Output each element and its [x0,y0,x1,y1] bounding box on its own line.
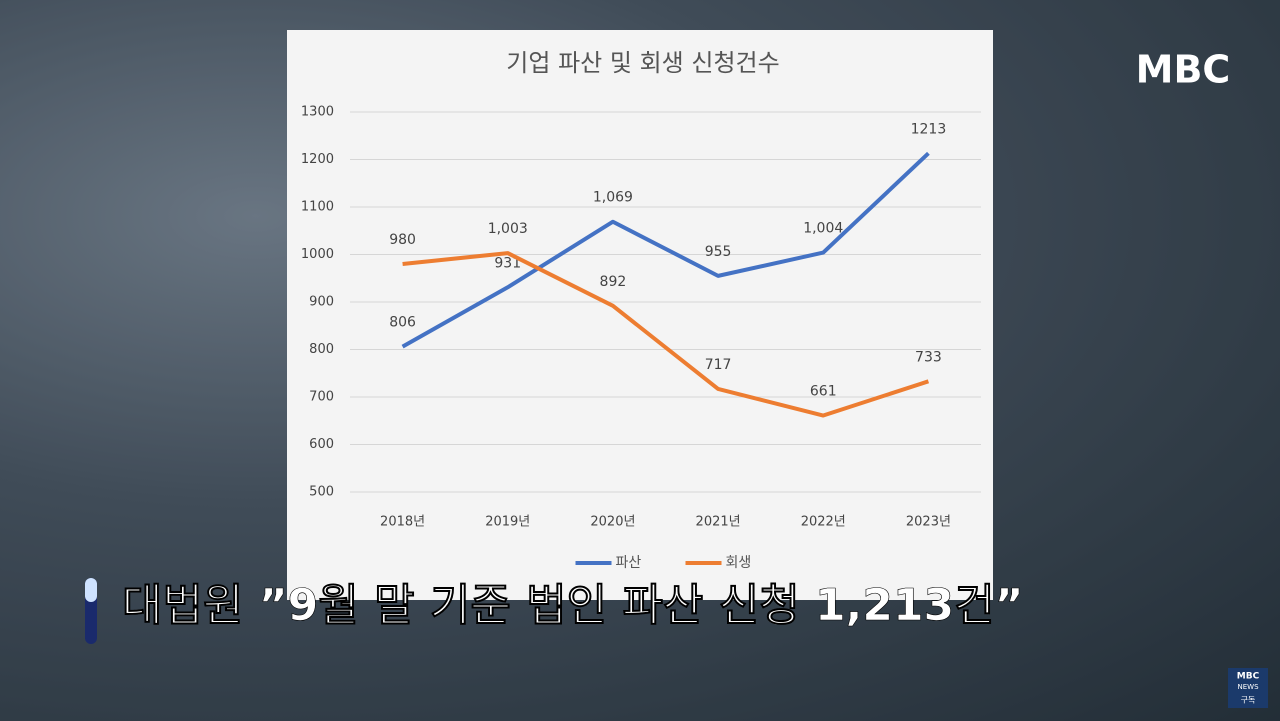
data-label: 980 [389,232,416,248]
y-tick-label: 700 [309,390,334,405]
legend-label: 파산 [616,555,642,571]
data-label: 806 [389,315,416,331]
y-tick-label: 1200 [301,152,334,167]
caption-bar-top [85,578,97,602]
badge-middle: NEWS [1237,683,1259,691]
data-label: 955 [705,244,732,260]
y-tick-label: 800 [309,342,334,357]
data-label: 1213 [911,121,947,137]
badge[interactable] [1228,668,1268,708]
legend-label: 회생 [726,555,752,571]
badge-top: MBC [1237,672,1260,682]
data-label: 733 [915,349,942,365]
data-label: 661 [810,384,837,400]
line [402,251,930,418]
y-tick-label: 1100 [301,200,334,215]
y-tick-label: 500 [309,485,334,500]
chart-panel [287,30,993,600]
data-label: 1,003 [488,221,528,237]
chart-title: 기업 파산 및 회생 신청건수 [506,49,779,77]
data-label: 892 [600,274,627,290]
x-tick-label: 2023년 [906,515,951,530]
y-tick-label: 1300 [301,105,334,120]
line [401,151,930,349]
x-tick-label: 2018년 [380,515,425,530]
data-label: 717 [705,357,732,373]
y-tick-label: 900 [309,295,334,310]
data-label: 931 [494,255,521,271]
x-tick-label: 2021년 [696,515,741,530]
x-tick-label: 2020년 [590,515,635,530]
logo: MBC [1136,48,1231,92]
y-tick-label: 1000 [301,247,334,262]
data-label: 1,069 [593,190,633,206]
data-label: 1,004 [803,221,843,237]
x-tick-label: 2022년 [801,515,846,530]
x-tick-label: 2019년 [485,515,530,530]
caption: 대법원 ”9월 말 기준 법인 파산 신청 1,213건” [122,580,1024,631]
badge-bottom: 구독 [1241,696,1256,705]
y-tick-label: 600 [309,437,334,452]
